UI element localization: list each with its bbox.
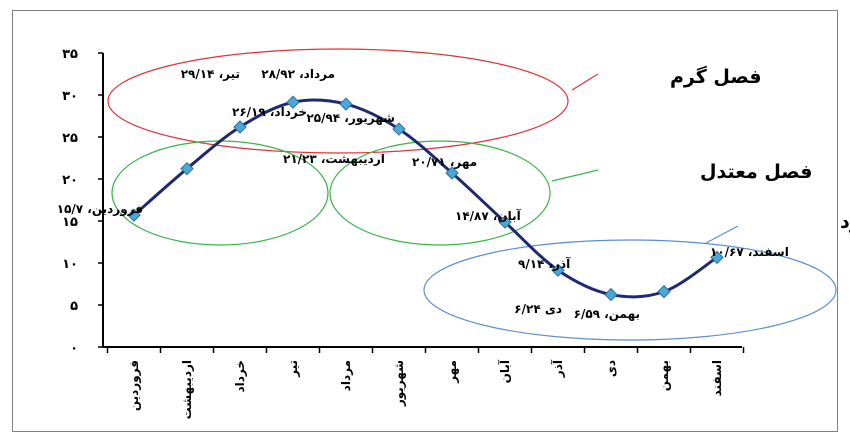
data-point-9 [551,263,565,277]
x-tick-label: دی [604,360,618,377]
x-tick-label: مرداد [339,360,353,391]
series-line [133,98,718,299]
data-label-2: اردیبهشت، ۲۱/۲۳ [283,152,385,166]
x-tick-label: آبان [497,359,512,383]
data-label-7: مهر، ۲۰/۷۱ [412,155,477,169]
y-tick-label: ۳۵ [62,47,78,62]
data-point-5 [339,97,353,111]
cold-season-ellipse [423,239,837,341]
data-point-3 [233,120,247,134]
data-label-9: آذر، ۹/۱۴ [518,256,571,271]
y-tick-label: ۵ [70,299,78,314]
x-tick-label: بهمن [657,360,671,391]
data-label-12: اسفند، ۱۰/۶۷ [710,245,789,259]
y-tick-label: ۲۰ [62,173,78,188]
warm-season-ellipse [107,48,569,154]
warm-season-label: فصل گرم [670,65,762,88]
data-point-4 [286,95,300,109]
x-tick-label: آذر [550,359,565,378]
y-tick-label: ۳۰ [62,89,78,104]
y-tick-label: ۰ [70,341,78,356]
x-tick-label: خرداد [233,360,247,393]
y-tick-label: ۱۵ [62,215,78,230]
x-tick-label: اردیبهشت [180,360,194,419]
data-point-10 [604,287,618,302]
data-point-11 [657,284,671,299]
x-tick-label: شهریور [392,360,407,407]
data-point-6 [392,122,406,136]
chart-frame [12,10,838,432]
x-tick-label: فروردین [127,360,142,411]
cold-season-label-connector [705,225,739,244]
y-tick-label: ۱۰ [62,257,78,272]
data-label-11: بهمن، ۶/۵۹ [574,307,640,321]
y-tick-label: ۲۵ [62,131,78,146]
data-label-3: خرداد، ۲۶/۱۹ [232,105,307,119]
mild-season-label: فصل معتدل [700,161,812,183]
data-label-8: آبان، ۱۴/۸۷ [455,208,522,223]
data-label-6: شهریور، ۲۵/۹۴ [306,111,395,126]
data-point-12 [710,250,724,265]
data-point-7 [445,166,459,180]
x-tick-label: مهر [445,360,459,384]
cold-season-label: فصل سرد [840,211,850,233]
warm-season-label-connector [571,73,599,91]
data-label-5: مرداد، ۲۸/۹۲ [261,67,335,81]
data-point-8 [498,215,512,229]
data-label-4: تیر، ۲۹/۱۴ [181,67,240,81]
mild-season-label-connector [551,169,599,182]
mild-season-ellipse-2 [329,140,551,246]
data-point-1 [127,208,141,222]
x-tick-label: تیر [286,360,300,378]
x-tick-label: اسفند [710,360,724,396]
data-label-10: دی ۶/۲۴ [514,302,562,316]
data-label-1: فروردین، ۱۵/۷ [57,202,143,217]
data-point-2 [180,161,194,176]
